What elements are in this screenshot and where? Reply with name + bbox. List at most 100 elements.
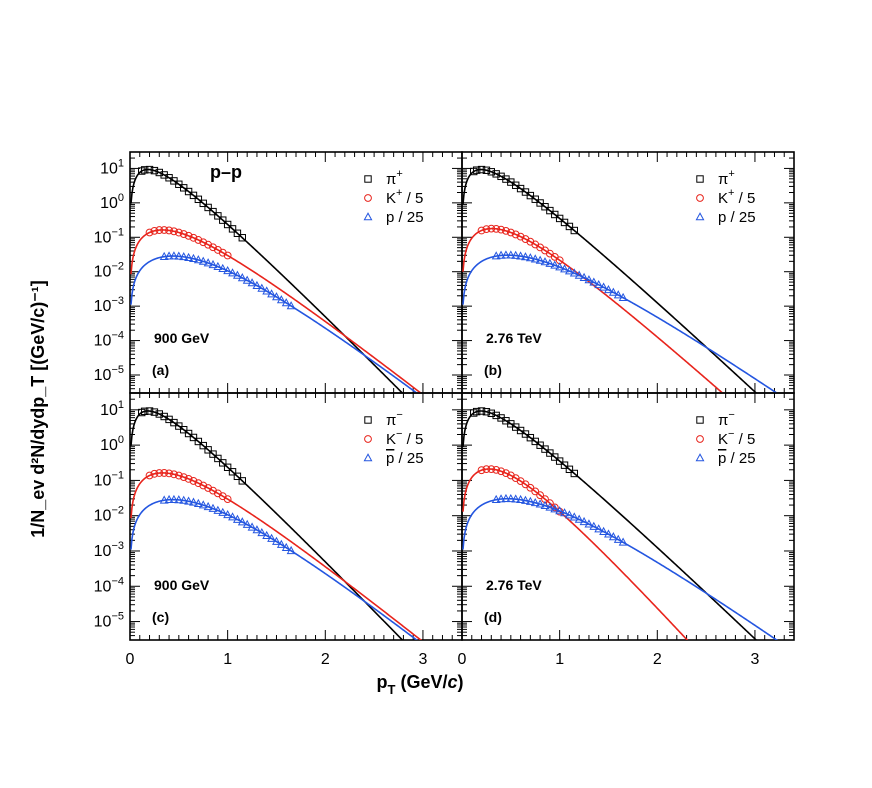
data-point-circle	[204, 240, 213, 249]
data-point-triangle	[574, 270, 584, 279]
y-tick-label: 10−1	[94, 226, 124, 246]
data-point-square	[140, 166, 149, 174]
data-point-square	[180, 184, 188, 192]
legend: π+K+ / 5 p / 25	[363, 168, 424, 226]
data-point-circle	[179, 473, 188, 482]
data-point-square	[140, 407, 149, 416]
data-point-circle	[150, 469, 159, 478]
legend-label: p / 25	[718, 450, 756, 467]
legend-label: π−	[718, 409, 735, 429]
data-point-square	[214, 454, 222, 463]
data-point-triangle	[530, 254, 540, 263]
data-point-triangle	[257, 283, 267, 292]
data-point-square	[541, 445, 549, 453]
legend: π−K− / 5 p / 25	[695, 409, 756, 467]
data-point-square	[194, 195, 203, 204]
data-point-square	[696, 175, 704, 183]
fit-curve-pi-	[130, 410, 404, 640]
x-axis-title: pT (GeV/c)	[377, 672, 464, 697]
data-point-triangle	[208, 259, 218, 269]
data-point-square	[546, 206, 554, 215]
data-point-triangle	[281, 542, 291, 551]
x-axis-title-sub: T	[388, 682, 396, 697]
data-point-circle	[492, 465, 501, 474]
y-tick-label: 100	[100, 192, 124, 212]
data-point-triangle	[550, 260, 560, 269]
data-point-triangle	[276, 295, 286, 304]
data-point-triangle	[560, 264, 569, 273]
y-tick-label: 10−2	[94, 261, 124, 281]
data-point-triangle	[613, 534, 623, 543]
system-label: p–p	[210, 162, 242, 182]
data-point-triangle	[218, 507, 228, 516]
fit-curve-K+/5	[462, 227, 724, 393]
data-point-square	[223, 463, 232, 471]
data-point-square	[233, 229, 242, 237]
legend-label: K+ / 5	[386, 187, 423, 207]
data-point-square	[238, 477, 246, 485]
legend-label: p / 25	[718, 209, 756, 226]
x-axis-title-unit-c: c	[447, 672, 457, 692]
data-point-triangle	[184, 252, 194, 261]
data-point-triangle	[363, 212, 373, 221]
panel-label: (b)	[484, 362, 502, 378]
data-point-square	[219, 216, 227, 224]
data-point-triangle	[695, 453, 705, 462]
data-point-triangle	[584, 519, 594, 528]
data-point-triangle	[164, 251, 174, 260]
y-tick-label: 10−4	[94, 575, 124, 595]
y-tick-label: 10−3	[94, 540, 124, 560]
data-point-square	[487, 168, 495, 176]
data-point-triangle	[506, 493, 516, 503]
y-tick-label: 101	[100, 157, 124, 177]
data-point-square	[555, 457, 564, 465]
fit-curve-pi+	[462, 168, 758, 393]
data-point-triangle	[695, 212, 705, 221]
data-point-square	[189, 191, 198, 200]
data-point-triangle	[213, 505, 223, 514]
y-tick-label: 100	[100, 434, 124, 454]
data-point-triangle	[535, 255, 545, 264]
data-point-square	[233, 472, 242, 481]
data-point-circle	[160, 469, 169, 477]
data-point-triangle	[521, 252, 530, 261]
data-point-triangle	[262, 530, 272, 539]
data-point-triangle	[232, 270, 242, 279]
data-point-square	[482, 166, 491, 174]
data-point-triangle	[594, 279, 604, 289]
data-point-square	[194, 437, 203, 446]
data-point-triangle	[242, 519, 252, 528]
data-point-square	[204, 446, 212, 454]
data-point-triangle	[257, 527, 267, 537]
x-tick-label: 0	[458, 651, 467, 668]
data-point-square	[570, 226, 578, 235]
data-point-triangle	[589, 277, 599, 286]
data-point-circle	[511, 230, 520, 239]
data-point-circle	[364, 435, 372, 443]
data-point-square	[199, 199, 207, 208]
data-point-triangle	[496, 250, 506, 259]
panel-label: (a)	[152, 362, 169, 378]
data-point-circle	[696, 194, 704, 202]
data-point-square	[531, 437, 539, 446]
data-point-triangle	[618, 537, 628, 546]
data-point-square	[209, 207, 217, 216]
legend-label: K− / 5	[718, 428, 755, 448]
data-point-square	[204, 203, 212, 212]
data-point-circle	[477, 466, 486, 475]
data-point-triangle	[604, 529, 613, 538]
legend: π+K+ / 5 p / 25	[695, 168, 756, 226]
panel-d: 0 1 2 3 π−K− / 5 p / 25 2.76 TeV (d)	[458, 392, 795, 668]
data-point-triangle	[203, 258, 213, 267]
data-point-triangle	[267, 289, 277, 298]
data-point-triangle	[545, 502, 555, 511]
panel-label: (d)	[484, 609, 502, 625]
data-point-triangle	[589, 521, 599, 530]
energy-label: 2.76 TeV	[486, 330, 542, 346]
data-point-square	[145, 165, 154, 174]
x-axis-title-unit-open: (GeV/	[395, 672, 447, 692]
data-point-triangle	[272, 292, 281, 301]
data-point-triangle	[213, 261, 223, 270]
data-point-circle	[516, 232, 525, 241]
